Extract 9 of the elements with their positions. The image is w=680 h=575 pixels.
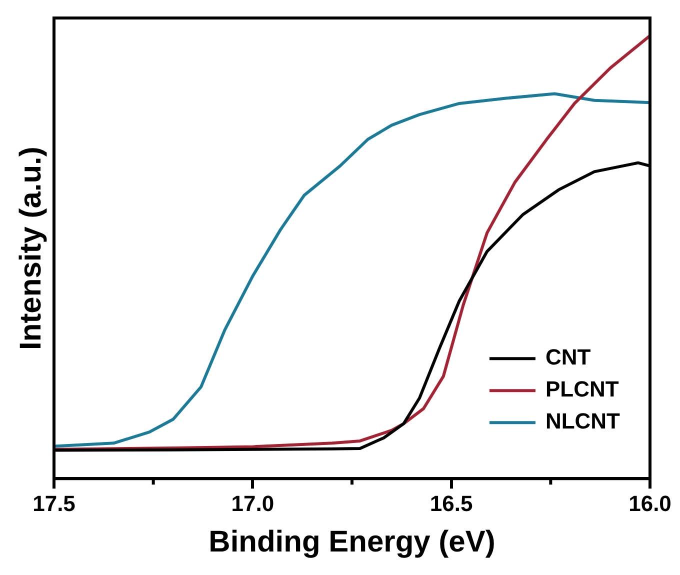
x-tick-label: 17.5	[32, 490, 76, 516]
x-axis-title: Binding Energy (eV)	[208, 525, 496, 558]
x-tick-label: 17.0	[231, 490, 274, 516]
legend-label: PLCNT	[545, 376, 620, 402]
y-axis-title: Intensity (a.u.)	[14, 146, 48, 350]
legend-label: CNT	[545, 344, 592, 370]
legend-label: NLCNT	[545, 408, 621, 434]
x-tick-label: 16.5	[430, 490, 473, 516]
x-tick-label: 16.0	[628, 490, 672, 516]
